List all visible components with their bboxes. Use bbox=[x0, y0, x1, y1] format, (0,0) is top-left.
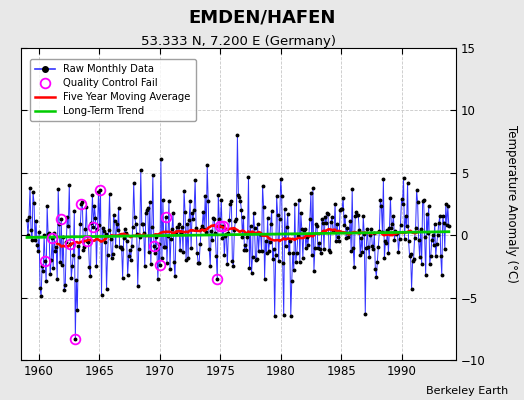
Legend: Raw Monthly Data, Quality Control Fail, Five Year Moving Average, Long-Term Tren: Raw Monthly Data, Quality Control Fail, … bbox=[30, 59, 195, 121]
Y-axis label: Temperature Anomaly (°C): Temperature Anomaly (°C) bbox=[505, 125, 518, 283]
Text: EMDEN/HAFEN: EMDEN/HAFEN bbox=[188, 8, 336, 26]
Text: Berkeley Earth: Berkeley Earth bbox=[426, 386, 508, 396]
Title: 53.333 N, 7.200 E (Germany): 53.333 N, 7.200 E (Germany) bbox=[141, 35, 336, 48]
